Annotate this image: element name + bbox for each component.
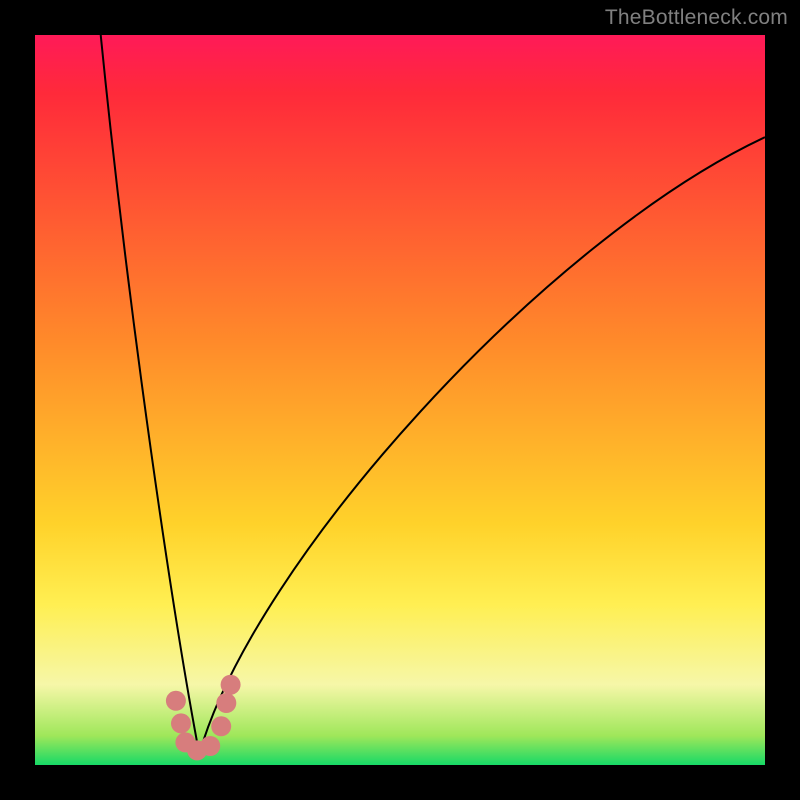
data-point — [221, 675, 241, 695]
dot-cluster — [166, 675, 241, 761]
data-point — [171, 713, 191, 733]
watermark-text: TheBottleneck.com — [605, 6, 788, 30]
curve-svg — [35, 35, 765, 765]
data-point — [216, 693, 236, 713]
data-point — [200, 736, 220, 756]
plot-area — [35, 35, 765, 765]
data-point — [166, 691, 186, 711]
canvas: TheBottleneck.com — [0, 0, 800, 800]
v-curve — [101, 35, 765, 754]
data-point — [211, 716, 231, 736]
